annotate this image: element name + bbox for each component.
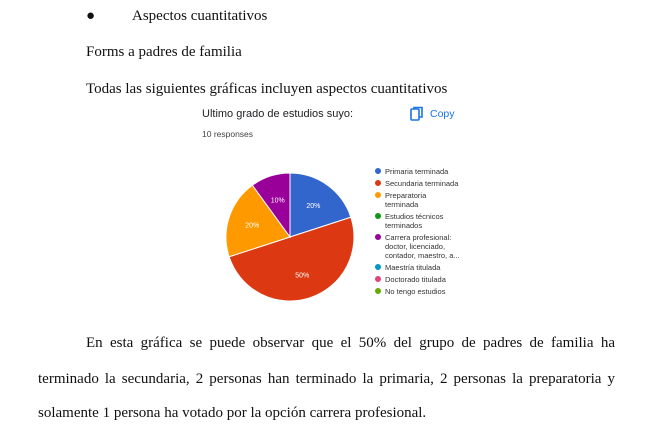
legend-label: Doctorado titulada xyxy=(385,275,446,284)
legend-label: No tengo estudios xyxy=(385,287,446,296)
legend-swatch xyxy=(375,234,381,240)
legend-swatch xyxy=(375,213,381,219)
legend-swatch xyxy=(375,288,381,294)
responses-count: 10 responses xyxy=(202,129,254,139)
legend-item: Carrera profesional: doctor, licenciado,… xyxy=(375,233,470,260)
legend-label: Secundaria terminada xyxy=(385,179,459,188)
paragraph-line-2: terminado la secundaria, 2 personas han … xyxy=(38,371,615,387)
intro-paragraph: Todas las siguientes gráficas incluyen a… xyxy=(86,81,448,97)
legend-swatch xyxy=(375,192,381,198)
legend-label: Maestría titulada xyxy=(385,263,441,272)
legend-swatch xyxy=(375,264,381,270)
legend-swatch xyxy=(375,180,381,186)
legend-label: Estudios técnicos terminados xyxy=(385,212,444,230)
legend-swatch xyxy=(375,276,381,282)
bullet-item: ● Aspectos cuantitativos xyxy=(86,8,267,25)
paragraph-line-3: solamente 1 persona ha votado por la opc… xyxy=(38,405,427,421)
bullet-text: Aspectos cuantitativos xyxy=(132,8,268,24)
legend-label: Preparatoria terminada xyxy=(385,191,427,209)
legend-item: No tengo estudios xyxy=(375,287,470,296)
copy-button[interactable]: Copy xyxy=(410,106,455,122)
copy-icon xyxy=(410,106,424,122)
chart-title: Ultimo grado de estudios suyo: xyxy=(202,108,354,120)
paragraph-line-1: En esta gráfica se puede observar que el… xyxy=(86,335,615,351)
bullet-dot: ● xyxy=(86,8,96,24)
legend-swatch xyxy=(375,168,381,174)
copy-label: Copy xyxy=(430,108,455,120)
legend-item: Preparatoria terminada xyxy=(375,191,470,209)
legend-label: Carrera profesional: doctor, licenciado,… xyxy=(385,233,460,260)
legend-item: Secundaria terminada xyxy=(375,179,470,188)
legend-item: Doctorado titulada xyxy=(375,275,470,284)
legend-item: Estudios técnicos terminados xyxy=(375,212,470,230)
legend-item: Primaria terminada xyxy=(375,167,470,176)
legend-item: Maestría titulada xyxy=(375,263,470,272)
chart-card: Ultimo grado de estudios suyo: 10 respon… xyxy=(190,100,470,315)
chart-legend: Primaria terminada Secundaria terminada Pr… xyxy=(375,167,470,299)
section-heading: Forms a padres de familia xyxy=(86,44,242,60)
legend-label: Primaria terminada xyxy=(385,167,449,176)
